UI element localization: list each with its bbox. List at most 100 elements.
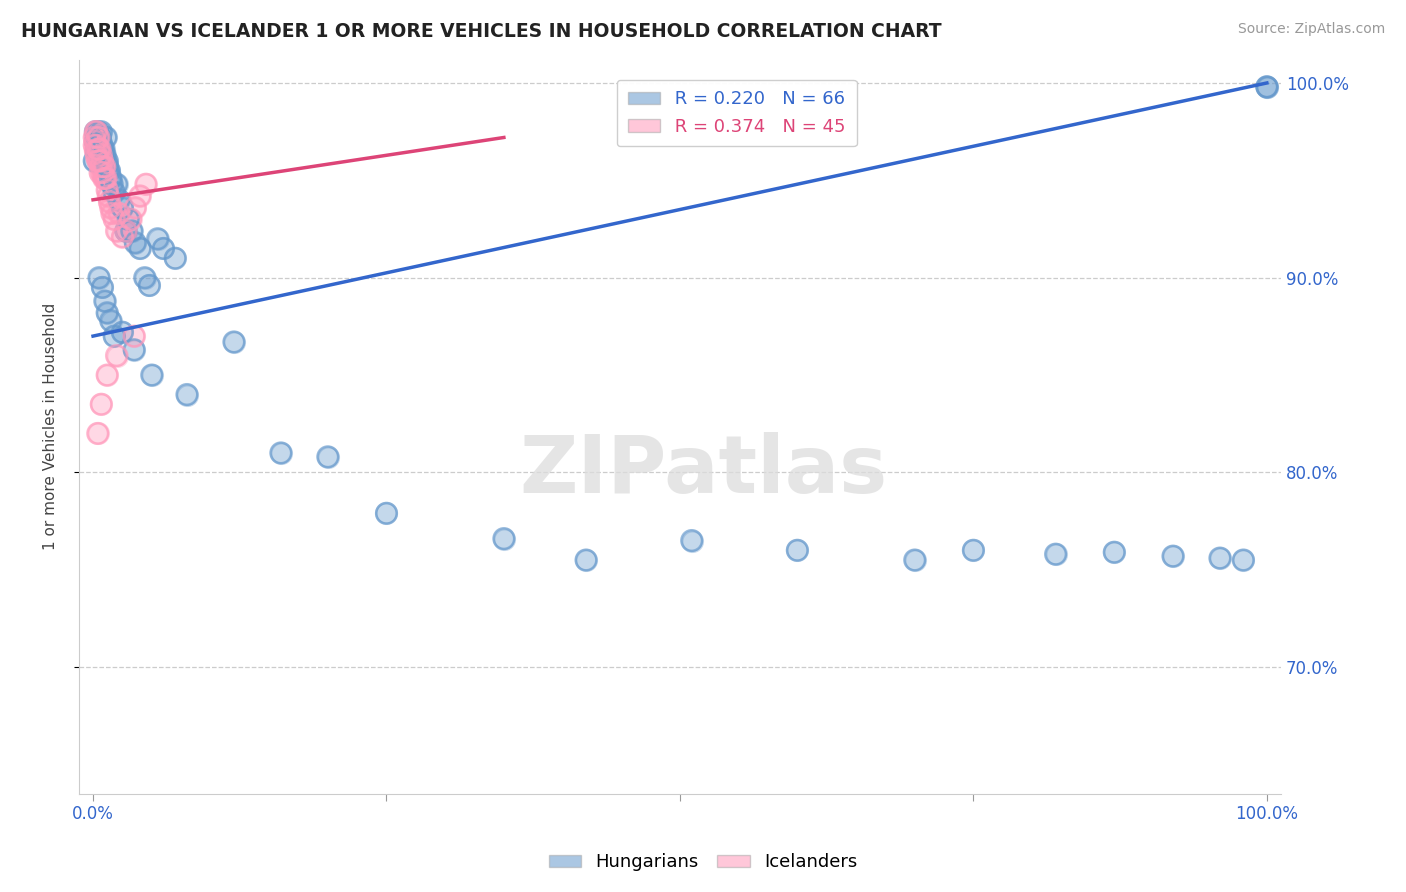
Point bbox=[87, 136, 110, 151]
Point bbox=[87, 153, 110, 168]
Point bbox=[1045, 547, 1067, 561]
Point bbox=[316, 450, 339, 464]
Point bbox=[89, 142, 111, 156]
Point bbox=[87, 426, 110, 441]
Point bbox=[94, 130, 117, 145]
Point bbox=[124, 201, 146, 215]
Point bbox=[962, 543, 984, 558]
Point bbox=[87, 142, 110, 156]
Point bbox=[93, 142, 115, 156]
Point bbox=[87, 426, 110, 441]
Point bbox=[138, 278, 160, 293]
Point bbox=[86, 138, 108, 153]
Text: ZIPatlas: ZIPatlas bbox=[520, 432, 889, 509]
Point bbox=[94, 148, 117, 162]
Point bbox=[94, 293, 117, 308]
Point bbox=[176, 387, 198, 401]
Point bbox=[129, 242, 152, 256]
Point bbox=[87, 153, 110, 168]
Point bbox=[1256, 79, 1278, 94]
Point bbox=[89, 153, 111, 168]
Point bbox=[98, 194, 121, 209]
Point bbox=[87, 142, 110, 156]
Point bbox=[91, 165, 114, 179]
Point bbox=[93, 160, 115, 174]
Point bbox=[904, 553, 927, 567]
Point bbox=[165, 251, 187, 265]
Point bbox=[91, 280, 114, 294]
Point bbox=[103, 212, 125, 227]
Point bbox=[786, 543, 808, 558]
Point bbox=[96, 153, 118, 168]
Point bbox=[87, 136, 110, 151]
Point bbox=[120, 212, 142, 227]
Point bbox=[94, 160, 117, 174]
Point bbox=[146, 232, 169, 246]
Point bbox=[1256, 79, 1278, 94]
Point bbox=[375, 506, 398, 520]
Point bbox=[1104, 545, 1126, 559]
Point bbox=[270, 446, 292, 460]
Point bbox=[1161, 549, 1184, 563]
Point bbox=[108, 193, 131, 207]
Point bbox=[100, 201, 122, 215]
Point bbox=[93, 171, 115, 186]
Point bbox=[84, 134, 107, 148]
Point bbox=[100, 313, 122, 327]
Point bbox=[84, 125, 107, 139]
Point bbox=[83, 138, 105, 153]
Y-axis label: 1 or more Vehicles in Household: 1 or more Vehicles in Household bbox=[44, 303, 58, 550]
Point bbox=[492, 532, 515, 546]
Point bbox=[87, 138, 110, 153]
Point bbox=[87, 125, 110, 139]
Point bbox=[103, 185, 125, 199]
Point bbox=[103, 212, 125, 227]
Point bbox=[84, 125, 107, 139]
Point bbox=[87, 270, 110, 285]
Point bbox=[146, 232, 169, 246]
Point bbox=[681, 533, 703, 548]
Point bbox=[84, 144, 107, 158]
Point bbox=[100, 171, 122, 186]
Point bbox=[97, 189, 120, 203]
Point bbox=[94, 171, 117, 186]
Point bbox=[91, 153, 114, 168]
Point bbox=[141, 368, 163, 382]
Point bbox=[97, 163, 120, 178]
Point bbox=[96, 158, 118, 172]
Point bbox=[1232, 553, 1254, 567]
Point bbox=[115, 224, 138, 238]
Text: Source: ZipAtlas.com: Source: ZipAtlas.com bbox=[1237, 22, 1385, 37]
Point bbox=[103, 329, 125, 343]
Point bbox=[87, 153, 110, 168]
Point bbox=[87, 130, 110, 145]
Point bbox=[90, 148, 112, 162]
Point bbox=[94, 171, 117, 186]
Point bbox=[100, 201, 122, 215]
Point bbox=[90, 160, 112, 174]
Point bbox=[86, 144, 108, 158]
Point bbox=[89, 130, 111, 145]
Point bbox=[103, 329, 125, 343]
Point bbox=[96, 183, 118, 197]
Point bbox=[122, 343, 145, 357]
Point bbox=[1045, 547, 1067, 561]
Point bbox=[96, 153, 118, 168]
Point bbox=[89, 142, 111, 156]
Point bbox=[270, 446, 292, 460]
Point bbox=[86, 150, 108, 164]
Point bbox=[93, 142, 115, 156]
Point bbox=[87, 130, 110, 145]
Point bbox=[152, 242, 174, 256]
Point bbox=[124, 201, 146, 215]
Point bbox=[89, 165, 111, 179]
Point bbox=[108, 193, 131, 207]
Point bbox=[89, 153, 111, 168]
Point bbox=[96, 306, 118, 320]
Point bbox=[96, 368, 118, 382]
Point bbox=[115, 224, 138, 238]
Point bbox=[105, 349, 128, 363]
Point bbox=[96, 306, 118, 320]
Point bbox=[134, 270, 156, 285]
Point bbox=[108, 206, 131, 220]
